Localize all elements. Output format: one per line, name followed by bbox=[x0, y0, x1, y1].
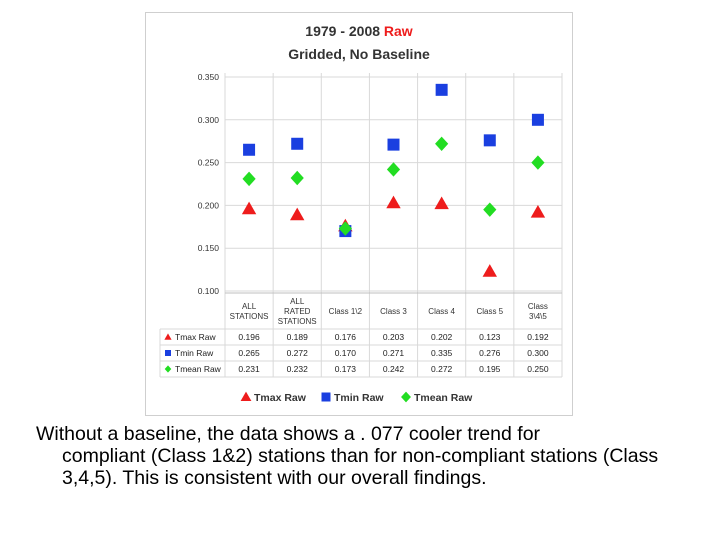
row-series-name: Tmean Raw bbox=[175, 364, 222, 374]
data-point-triangle bbox=[530, 205, 546, 218]
data-point-diamond bbox=[531, 155, 545, 170]
data-cell: 0.189 bbox=[287, 332, 309, 342]
legend-marker bbox=[401, 391, 411, 403]
data-cell: 0.242 bbox=[383, 364, 405, 374]
data-point-diamond bbox=[242, 171, 256, 187]
data-cell: 0.232 bbox=[287, 364, 309, 374]
legend-label: Tmax Raw bbox=[254, 392, 307, 404]
data-cell: 0.250 bbox=[527, 364, 549, 374]
data-point-square bbox=[243, 143, 256, 156]
plot-gridlines bbox=[159, 73, 563, 378]
data-cell: 0.300 bbox=[527, 348, 549, 358]
data-cell: 0.231 bbox=[238, 364, 260, 374]
data-point-square bbox=[483, 134, 496, 147]
legend-label: Tmean Raw bbox=[414, 392, 473, 404]
row-legend-marker bbox=[165, 350, 171, 356]
data-point-square bbox=[387, 138, 400, 151]
plot-points bbox=[241, 83, 546, 277]
category-label: ALL bbox=[290, 297, 305, 306]
data-point-triangle bbox=[386, 195, 401, 209]
chart-svg: 1979 - 2008 Raw Gridded, No Baseline 0.3… bbox=[159, 23, 563, 404]
data-point-square bbox=[291, 137, 304, 150]
category-label: STATIONS bbox=[278, 317, 317, 326]
data-cell: 0.192 bbox=[527, 332, 549, 342]
category-label: Class 3 bbox=[380, 307, 407, 316]
data-cell: 0.195 bbox=[479, 364, 501, 374]
chart-subtitle: Gridded, No Baseline bbox=[288, 46, 430, 62]
legend-marker bbox=[240, 391, 252, 402]
chart-title-main: 1979 - 2008 bbox=[305, 23, 384, 39]
category-label: STATIONS bbox=[230, 312, 269, 321]
data-point-triangle bbox=[434, 196, 449, 210]
y-axis-ticks: 0.350 0.300 0.250 0.200 0.150 0.100 bbox=[198, 72, 220, 296]
data-cell: 0.272 bbox=[431, 364, 453, 374]
chart-title-highlight: Raw bbox=[384, 23, 413, 39]
row-legend-marker bbox=[164, 365, 172, 373]
category-label: Class 5 bbox=[476, 307, 503, 316]
data-cell: 0.203 bbox=[383, 332, 405, 342]
y-tick-label: 0.200 bbox=[198, 200, 220, 210]
row-legend-marker bbox=[164, 333, 172, 340]
data-cell: 0.271 bbox=[383, 348, 405, 358]
data-point-triangle bbox=[241, 201, 257, 215]
data-point-diamond bbox=[386, 162, 401, 177]
legend-label: Tmin Raw bbox=[334, 392, 384, 404]
category-label: RATED bbox=[284, 307, 311, 316]
y-tick-label: 0.350 bbox=[198, 72, 220, 82]
data-cell: 0.176 bbox=[335, 332, 357, 342]
y-tick-label: 0.150 bbox=[198, 243, 220, 253]
data-point-square bbox=[531, 113, 544, 126]
data-cell: 0.276 bbox=[479, 348, 501, 358]
legend: Tmax Raw Tmin Raw Tmean Raw bbox=[240, 391, 473, 404]
legend-marker bbox=[321, 392, 331, 402]
row-series-name: Tmin Raw bbox=[175, 348, 214, 358]
data-cell: 0.173 bbox=[335, 364, 357, 374]
data-point-diamond bbox=[483, 202, 497, 217]
data-cell: 0.170 bbox=[335, 348, 357, 358]
category-label: ALL bbox=[242, 302, 257, 311]
data-point-triangle bbox=[482, 264, 497, 277]
category-label: Class 1\2 bbox=[329, 307, 363, 316]
data-cell: 0.123 bbox=[479, 332, 501, 342]
row-series-name: Tmax Raw bbox=[175, 332, 216, 342]
data-point-diamond bbox=[290, 170, 304, 186]
data-cell: 0.202 bbox=[431, 332, 453, 342]
data-point-triangle bbox=[290, 207, 305, 221]
y-tick-label: 0.100 bbox=[198, 286, 220, 296]
data-cell: 0.335 bbox=[431, 348, 453, 358]
data-cell: 0.265 bbox=[238, 348, 260, 358]
data-cell: 0.272 bbox=[287, 348, 309, 358]
category-label: Class 4 bbox=[428, 307, 455, 316]
category-label: Class bbox=[528, 302, 548, 311]
chart-frame: 1979 - 2008 Raw Gridded, No Baseline 0.3… bbox=[145, 12, 573, 416]
caption: Without a baseline, the data shows a . 0… bbox=[36, 423, 676, 489]
chart-title: 1979 - 2008 Raw bbox=[305, 23, 413, 39]
caption-line-1: Without a baseline, the data shows a . 0… bbox=[36, 423, 541, 445]
caption-rest: compliant (Class 1&2) stations than for … bbox=[62, 445, 659, 489]
data-cell: 0.196 bbox=[238, 332, 260, 342]
data-point-diamond bbox=[435, 136, 449, 151]
data-point-square bbox=[435, 83, 448, 96]
y-tick-label: 0.250 bbox=[198, 158, 220, 168]
y-tick-label: 0.300 bbox=[198, 115, 220, 125]
category-label: 3\4\5 bbox=[529, 312, 547, 321]
